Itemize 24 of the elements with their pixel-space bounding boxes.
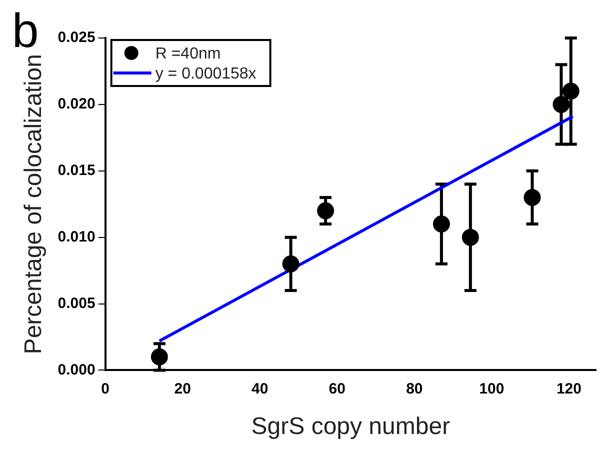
x-tick-label: 100	[479, 380, 504, 398]
x-tick-label: 60	[328, 380, 346, 398]
x-tick-label: 20	[174, 380, 191, 398]
legend-label: R =40nm	[155, 45, 221, 62]
y-tick-label: 0.000	[58, 361, 96, 378]
y-tick-label: 0.025	[58, 29, 96, 46]
point	[552, 96, 570, 113]
point	[282, 255, 300, 272]
point	[524, 188, 541, 206]
point	[562, 82, 580, 100]
y-tick-label: 0.015	[58, 162, 96, 180]
legend-label: y = 0.000158x	[155, 65, 256, 82]
point	[432, 216, 450, 233]
y-tick-label: 0.020	[58, 96, 96, 113]
point	[317, 202, 334, 220]
x-tick-label: 40	[252, 380, 268, 398]
x-tick-label: 0	[101, 380, 110, 398]
y-tick-label: 0.005	[58, 294, 96, 312]
x-tick-label: 80	[406, 380, 423, 398]
x-axis-title: SgrS copy number	[251, 413, 450, 440]
point	[462, 228, 479, 246]
y-tick-label: 0.010	[58, 228, 96, 246]
x-tick-label: 120	[556, 380, 582, 398]
point	[150, 348, 168, 366]
